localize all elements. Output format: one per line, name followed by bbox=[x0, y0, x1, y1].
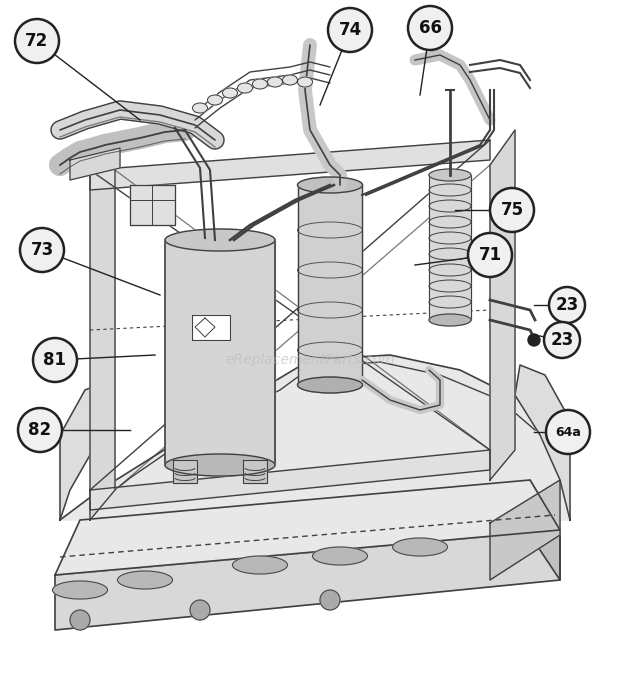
Ellipse shape bbox=[283, 75, 298, 85]
Ellipse shape bbox=[312, 547, 368, 565]
Circle shape bbox=[15, 19, 59, 63]
Polygon shape bbox=[55, 530, 560, 630]
Polygon shape bbox=[515, 365, 570, 520]
Circle shape bbox=[320, 590, 340, 610]
Polygon shape bbox=[298, 185, 362, 385]
Circle shape bbox=[33, 338, 77, 382]
Polygon shape bbox=[90, 450, 490, 510]
Circle shape bbox=[528, 334, 540, 346]
Ellipse shape bbox=[267, 77, 283, 87]
Polygon shape bbox=[192, 315, 230, 340]
Ellipse shape bbox=[165, 454, 275, 476]
Circle shape bbox=[190, 600, 210, 620]
Polygon shape bbox=[165, 240, 275, 465]
Text: 74: 74 bbox=[339, 21, 361, 39]
Ellipse shape bbox=[118, 571, 172, 589]
Ellipse shape bbox=[298, 377, 363, 393]
Text: 81: 81 bbox=[43, 351, 66, 369]
Circle shape bbox=[70, 610, 90, 630]
Polygon shape bbox=[243, 460, 267, 483]
Circle shape bbox=[468, 233, 512, 277]
Circle shape bbox=[549, 287, 585, 323]
Circle shape bbox=[20, 228, 64, 272]
Ellipse shape bbox=[252, 79, 267, 89]
Ellipse shape bbox=[232, 556, 288, 574]
Ellipse shape bbox=[429, 314, 471, 326]
Text: 73: 73 bbox=[30, 241, 53, 259]
Polygon shape bbox=[173, 460, 197, 483]
Ellipse shape bbox=[53, 581, 107, 599]
Text: 64a: 64a bbox=[555, 425, 581, 439]
Circle shape bbox=[18, 408, 62, 452]
Ellipse shape bbox=[298, 77, 312, 87]
Ellipse shape bbox=[298, 177, 363, 193]
Polygon shape bbox=[490, 480, 560, 580]
Ellipse shape bbox=[429, 169, 471, 181]
Polygon shape bbox=[490, 130, 515, 480]
Polygon shape bbox=[70, 148, 120, 180]
Circle shape bbox=[328, 8, 372, 52]
Polygon shape bbox=[60, 355, 570, 520]
Polygon shape bbox=[90, 140, 490, 190]
Text: 23: 23 bbox=[556, 296, 578, 314]
Ellipse shape bbox=[192, 103, 208, 113]
Polygon shape bbox=[429, 175, 471, 320]
Ellipse shape bbox=[208, 95, 223, 105]
Text: 71: 71 bbox=[479, 246, 502, 264]
Text: 75: 75 bbox=[500, 201, 523, 219]
Polygon shape bbox=[60, 380, 115, 520]
Polygon shape bbox=[130, 185, 175, 225]
Polygon shape bbox=[90, 140, 115, 520]
Ellipse shape bbox=[223, 88, 237, 98]
Text: 23: 23 bbox=[551, 331, 574, 349]
Text: eReplacementParts.com: eReplacementParts.com bbox=[225, 353, 395, 367]
Circle shape bbox=[546, 410, 590, 454]
Ellipse shape bbox=[392, 538, 448, 556]
Circle shape bbox=[408, 6, 452, 50]
Text: 72: 72 bbox=[25, 32, 48, 50]
Polygon shape bbox=[55, 480, 560, 575]
Ellipse shape bbox=[237, 83, 252, 93]
Ellipse shape bbox=[165, 229, 275, 251]
Circle shape bbox=[544, 322, 580, 358]
Circle shape bbox=[490, 188, 534, 232]
Polygon shape bbox=[530, 480, 560, 580]
Text: 82: 82 bbox=[29, 421, 51, 439]
Text: 66: 66 bbox=[418, 19, 441, 37]
